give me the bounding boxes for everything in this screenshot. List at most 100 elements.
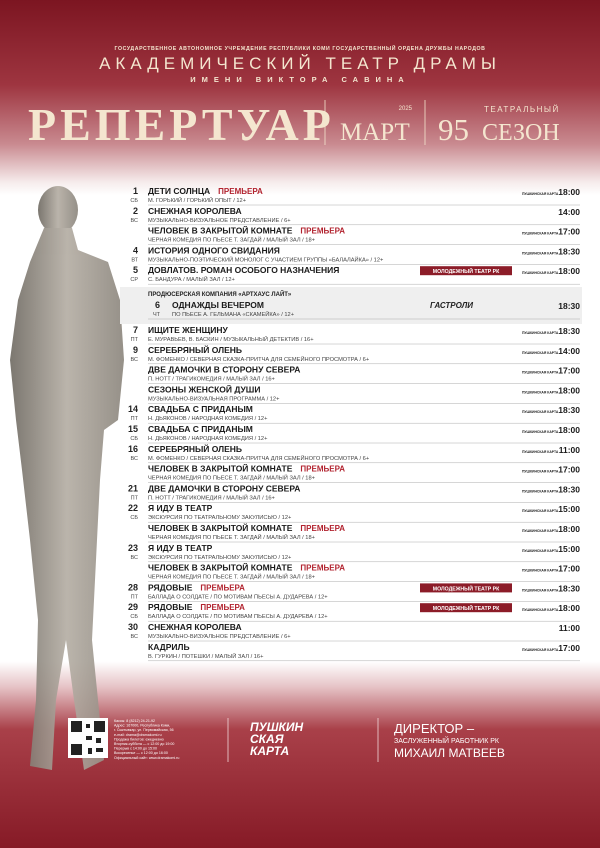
time: 18:00 <box>558 266 580 276</box>
named-after: ИМЕНИ ВИКТОРА САВИНА <box>190 75 409 84</box>
event-title: РЯДОВЫЕ <box>148 602 193 612</box>
premiere: ПРЕМЬЕРА <box>300 465 345 474</box>
weekday: ВС <box>131 634 138 640</box>
time: 11:00 <box>559 623 581 633</box>
day: 23 <box>128 543 138 553</box>
time: 18:30 <box>558 484 580 494</box>
event-details: П. НОТТ / ТРАГИКОМЕДИЯ / МАЛЫЙ ЗАЛ / 16+ <box>148 493 276 501</box>
year: 2025 <box>399 106 413 112</box>
weekday: СБ <box>130 436 138 442</box>
event-title: ОДНАЖДЫ ВЕЧЕРОМ <box>172 300 264 310</box>
time: 17:00 <box>558 564 580 574</box>
time: 15:00 <box>558 544 580 554</box>
event-title: ЧЕЛОВЕК В ЗАКРЫТОЙ КОМНАТЕ <box>148 225 293 236</box>
theatre-name: АКАДЕМИЧЕСКИЙ ТЕАТР ДРАМЫ <box>99 54 501 73</box>
event-title: ДВЕ ДАМОЧКИ В СТОРОНУ СЕВЕРА <box>148 365 300 375</box>
weekday: ВС <box>131 357 138 363</box>
event-title: Я ИДУ В ТЕАТР <box>148 543 213 553</box>
youth-label: МОЛОДЕЖНЫЙ ТЕАТР РК <box>433 584 500 592</box>
weekday: СБ <box>130 614 138 620</box>
tour-band <box>120 287 582 324</box>
time: 17:00 <box>558 366 580 376</box>
day: 14 <box>128 404 138 414</box>
pushkin-badge: ПУШКИНСКАЯ КАРТА <box>522 489 559 493</box>
time: 14:00 <box>558 207 580 217</box>
pushkin-logo: СКАЯ <box>250 732 284 746</box>
weekday: ЧТ <box>153 312 161 318</box>
event-details: ЧЕРНАЯ КОМЕДИЯ ПО ПЬЕСЕ Т. ЗАГДАЙ / МАЛЫ… <box>148 533 316 541</box>
contact-line: e-mail: drama@dramakomi.ru <box>114 733 162 737</box>
day: 6 <box>155 300 160 310</box>
time: 18:00 <box>558 385 580 395</box>
event-title: СВАДЬБА С ПРИДАНЫМ <box>148 404 253 414</box>
pushkin-logo: КАРТА <box>250 744 289 758</box>
contact-line: Адрес: 167000, Республика Коми, <box>114 724 170 728</box>
tour: ГАСТРОЛИ <box>430 301 473 310</box>
premiere: ПРЕМЬЕРА <box>300 524 345 533</box>
event-details: ЧЕРНАЯ КОМЕДИЯ ПО ПЬЕСЕ Т. ЗАГДАЙ / МАЛЫ… <box>148 573 316 581</box>
day: 2 <box>133 206 138 216</box>
event-title: РЯДОВЫЕ <box>148 582 193 592</box>
event-title: ЧЕЛОВЕК В ЗАКРЫТОЙ КОМНАТЕ <box>148 562 293 573</box>
event-title: СЕРЕБРЯНЫЙ ОЛЕНЬ <box>148 443 242 454</box>
event-details: МУЗЫКАЛЬНО-ВИЗУАЛЬНОЕ ПРЕДСТАВЛЕНИЕ / 6+ <box>148 634 291 640</box>
premiere: ПРЕМЬЕРА <box>218 187 263 196</box>
pushkin-badge: ПУШКИНСКАЯ КАРТА <box>522 648 559 652</box>
pushkin-badge: ПУШКИНСКАЯ КАРТА <box>522 410 559 414</box>
event-details: МУЗЫКАЛЬНО-ВИЗУАЛЬНОЕ ПРЕДСТАВЛЕНИЕ / 6+ <box>148 218 291 224</box>
director-title: ЗАСЛУЖЕННЫЙ РАБОТНИК РК <box>394 736 500 745</box>
day: 30 <box>128 622 138 632</box>
company: ПРОДЮСЕРСКАЯ КОМПАНИЯ «АРТХАУС ЛАЙТ» <box>148 290 292 298</box>
event-title: СЕЗОНЫ ЖЕНСКОЙ ДУШИ <box>148 383 260 394</box>
event-title: ЧЕЛОВЕК В ЗАКРЫТОЙ КОМНАТЕ <box>148 463 293 474</box>
weekday: ПТ <box>131 416 139 422</box>
institution: ГОСУДАРСТВЕННОЕ АВТОНОМНОЕ УЧРЕЖДЕНИЕ РЕ… <box>114 44 485 52</box>
day: 28 <box>128 582 138 592</box>
time: 15:00 <box>558 504 580 514</box>
event-title: ИЩИТЕ ЖЕНЩИНУ <box>148 325 229 335</box>
pushkin-badge: ПУШКИНСКАЯ КАРТА <box>522 588 559 592</box>
pushkin-badge: ПУШКИНСКАЯ КАРТА <box>522 569 559 573</box>
event-details: ПО ПЬЕСЕ А. ГЕЛЬМАНА «СКАМЕЙКА» / 12+ <box>172 310 295 318</box>
time: 17:00 <box>558 227 580 237</box>
event-details: ЧЕРНАЯ КОМЕДИЯ ПО ПЬЕСЕ Т. ЗАГДАЙ / МАЛЫ… <box>148 236 316 244</box>
pushkin-badge: ПУШКИНСКАЯ КАРТА <box>522 331 559 335</box>
time: 18:00 <box>558 425 580 435</box>
pushkin-badge: ПУШКИНСКАЯ КАРТА <box>522 351 559 355</box>
youth-badge <box>420 266 512 276</box>
season-word: СЕЗОН <box>482 120 560 146</box>
pushkin-badge: ПУШКИНСКАЯ КАРТА <box>522 390 559 394</box>
event-title: СВАДЬБА С ПРИДАНЫМ <box>148 424 253 434</box>
time: 14:00 <box>558 346 580 356</box>
weekday: ПТ <box>131 594 139 600</box>
weekday: СР <box>130 277 138 283</box>
pushkin-badge: ПУШКИНСКАЯ КАРТА <box>522 430 559 434</box>
statue <box>10 186 124 770</box>
premiere: ПРЕМЬЕРА <box>300 564 345 573</box>
weekday: СБ <box>130 198 138 204</box>
pushkin-badge: ПУШКИНСКАЯ КАРТА <box>522 271 559 275</box>
time: 18:00 <box>558 524 580 534</box>
youth-badge <box>420 583 512 593</box>
day: 16 <box>128 444 138 454</box>
director-role: ДИРЕКТОР – <box>394 721 475 736</box>
event-details: ЭКСКУРСИЯ ПО ТЕАТРАЛЬНОМУ ЗАКУЛИСЬЮ / 12… <box>148 555 292 561</box>
day: 5 <box>133 265 138 275</box>
event-details: ЧЕРНАЯ КОМЕДИЯ ПО ПЬЕСЕ Т. ЗАГДАЙ / МАЛЫ… <box>148 474 316 482</box>
contact-line: Воскресенье — с 12:00 до 16:00 <box>114 751 168 755</box>
event-details: Н. ДЬЯКОНОВ / НАРОДНАЯ КОМЕДИЯ / 12+ <box>148 416 268 422</box>
time: 18:30 <box>558 326 580 336</box>
contact-line: Официальный сайт: www.dramakomi.ru <box>114 756 179 760</box>
weekday: ВС <box>131 456 138 462</box>
youth-label: МОЛОДЕЖНЫЙ ТЕАТР РК <box>433 604 500 612</box>
contact-line: Кассы: 8 (8212) 24-21-92 <box>114 719 155 723</box>
month: МАРТ <box>340 119 410 146</box>
youth-label: МОЛОДЕЖНЫЙ ТЕАТР РК <box>433 267 500 275</box>
event-title: ДЕТИ СОЛНЦА <box>148 186 210 196</box>
youth-badge <box>420 603 512 613</box>
event-details: С. БАНДУРА / МАЛЫЙ ЗАЛ / 12+ <box>148 275 235 283</box>
